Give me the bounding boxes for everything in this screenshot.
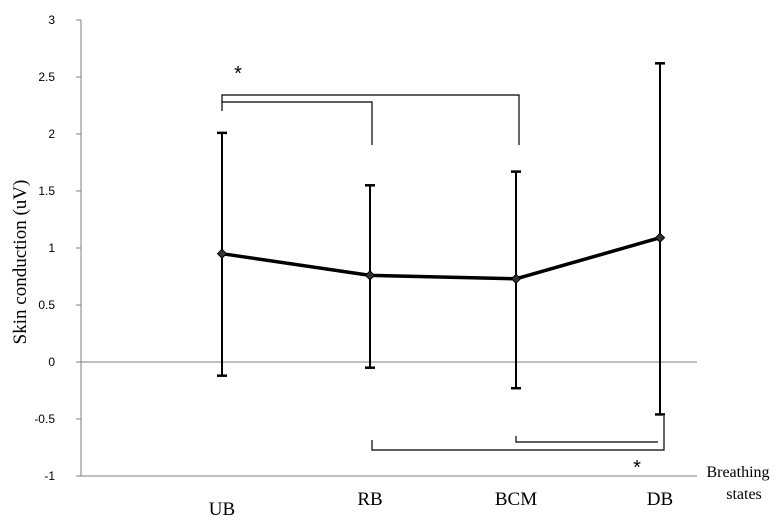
y-axis-label: Skin conduction (uV) [10, 180, 31, 345]
point-RB [364, 270, 376, 281]
bracket-top-outer [221, 94, 520, 145]
x-axis-label-line-2: states [726, 486, 762, 503]
y-tick-label: 1 [48, 241, 55, 255]
x-category-label: UB [209, 499, 235, 520]
x-category-label: DB [647, 489, 673, 510]
y-tick-label: 1.5 [38, 184, 55, 198]
bracket-bottom-inner [515, 436, 658, 443]
bracket-top-inner [222, 101, 373, 145]
bracket-bottom-outer [371, 416, 665, 451]
point-DB [654, 232, 666, 243]
y-tick-label: 3 [48, 13, 55, 27]
category-labels: UB RB BCM DB [209, 489, 673, 520]
point-UB [216, 248, 228, 259]
y-tick-label: 2.5 [38, 70, 55, 84]
axes [80, 20, 697, 477]
y-tick-label: -0.5 [34, 412, 55, 426]
significance-star-bottom: * [633, 457, 641, 479]
series-line [221, 236, 661, 281]
y-tick-label: 0.5 [38, 298, 55, 312]
point-BCM [510, 273, 522, 284]
y-tick-label: 0 [48, 355, 55, 369]
y-tick-label: 2 [48, 127, 55, 141]
significance-star-top: * [234, 63, 242, 85]
x-category-label: BCM [495, 489, 537, 510]
series [216, 232, 666, 284]
x-axis-label-line-1: Breathing [706, 464, 769, 481]
y-ticks: -1 -0.5 0 0.5 1 1.5 2 2.5 3 [34, 13, 81, 483]
significance-brackets: ** [221, 63, 665, 479]
y-tick-label: -1 [44, 469, 55, 483]
x-category-label: RB [357, 489, 382, 510]
